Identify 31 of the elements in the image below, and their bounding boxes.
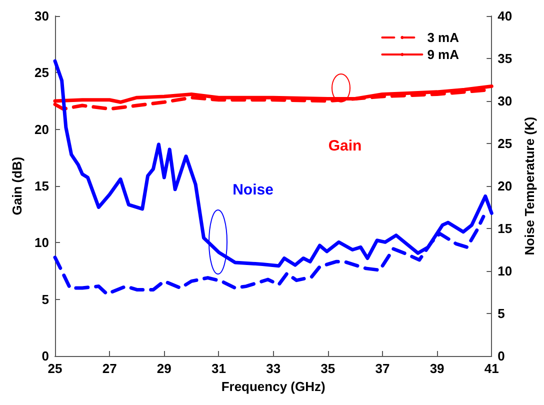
y2-tick-label: 25: [498, 136, 512, 151]
legend-label: 3 mA: [427, 30, 460, 45]
y2-tick-label: 20: [498, 178, 512, 194]
y2-tick-label: 10: [498, 264, 512, 278]
annotation: Gain: [328, 138, 362, 154]
y-tick-label: 10: [34, 235, 49, 250]
y-tick-label: 0: [42, 348, 49, 364]
x-tick-label: 37: [375, 361, 390, 376]
x-tick-label: 29: [156, 361, 172, 376]
y-tick-label: 30: [34, 8, 49, 24]
y2-tick-label: 30: [498, 94, 512, 108]
legend-label: 9 mA: [427, 47, 460, 62]
y2-tick-label: 5: [498, 306, 505, 321]
y2-tick-label: 40: [498, 8, 512, 24]
y2-axis-title: Noise Temperature (K): [522, 116, 537, 256]
x-axis-title: Frequency (GHz): [221, 378, 326, 394]
y-tick-label: 20: [34, 122, 49, 137]
y2-tick-label: 0: [498, 348, 505, 364]
x-tick-label: 27: [102, 361, 117, 376]
y-tick-label: 25: [34, 65, 49, 80]
annotation: Noise: [232, 182, 274, 198]
x-tick-label: 31: [212, 361, 226, 376]
y-tick-label: 5: [42, 292, 49, 307]
x-tick-label: 35: [320, 361, 336, 376]
y-axis-title: Gain (dB): [10, 156, 25, 216]
y2-tick-label: 15: [498, 221, 512, 236]
x-tick-label: 41: [484, 361, 499, 376]
x-tick-label: 39: [430, 361, 444, 376]
y2-tick-label: 35: [498, 51, 512, 66]
x-tick-label: 33: [266, 361, 281, 376]
y-tick-label: 15: [34, 178, 49, 194]
